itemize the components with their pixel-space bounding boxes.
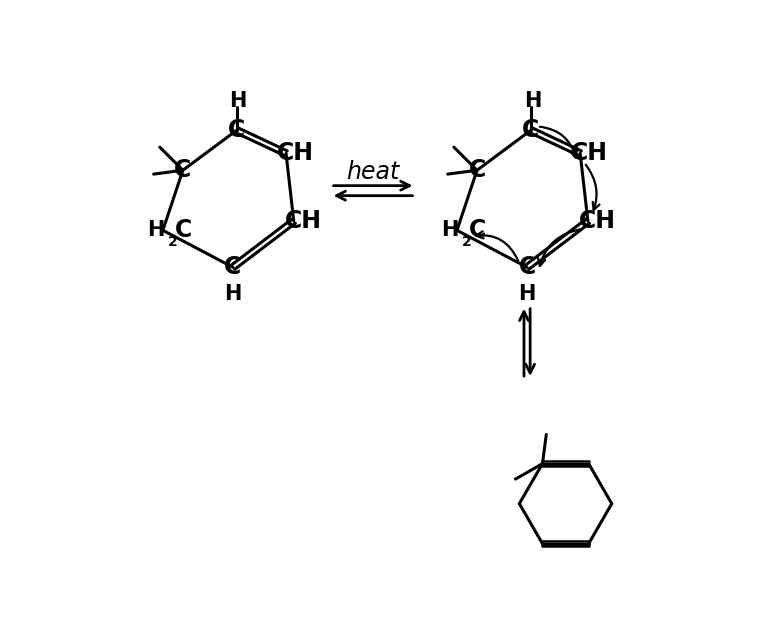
Text: CH: CH <box>277 141 314 165</box>
Text: C: C <box>518 255 536 279</box>
Text: CH: CH <box>285 209 321 233</box>
Text: H: H <box>230 91 247 111</box>
Text: 2: 2 <box>167 235 178 249</box>
Text: C: C <box>468 158 486 183</box>
Text: heat: heat <box>346 160 400 184</box>
Text: C: C <box>174 158 192 183</box>
Text: H: H <box>147 220 164 240</box>
Text: H: H <box>524 91 541 111</box>
Text: H: H <box>441 220 458 240</box>
Text: C: C <box>175 218 192 242</box>
Text: 2: 2 <box>461 235 472 249</box>
Text: H: H <box>224 284 242 304</box>
Text: CH: CH <box>571 141 608 165</box>
Text: C: C <box>522 118 540 142</box>
Text: C: C <box>469 218 486 242</box>
Text: CH: CH <box>579 209 615 233</box>
Text: H: H <box>518 284 536 304</box>
Text: C: C <box>228 118 246 142</box>
Text: C: C <box>224 255 242 279</box>
